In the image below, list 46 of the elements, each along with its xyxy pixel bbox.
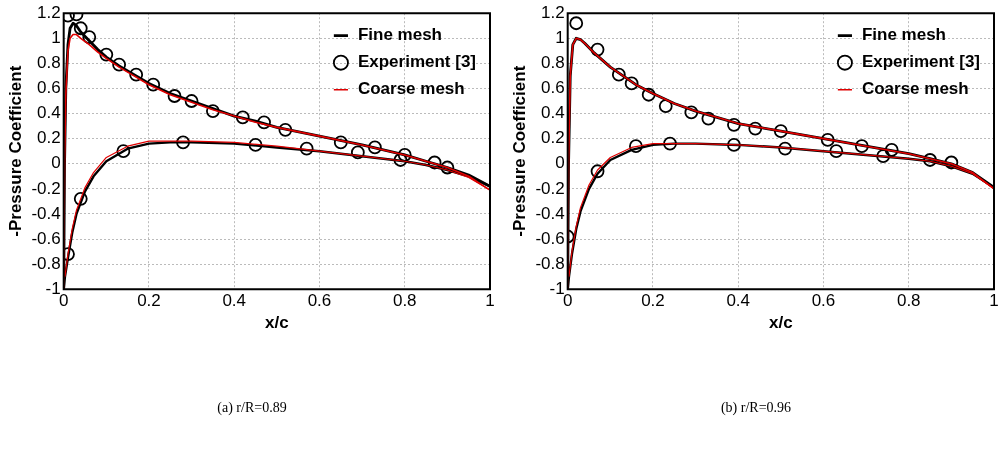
x-tick-label: 0.6 xyxy=(307,291,332,311)
y-tick-label: -1 xyxy=(45,278,61,298)
y-axis-title: -Pressure Coefficient xyxy=(509,65,529,237)
y-tick-label: 0.2 xyxy=(37,128,61,148)
x-tick-label: 0.4 xyxy=(222,291,247,311)
y-tick-label: 0.8 xyxy=(541,53,565,73)
y-tick-label: 1 xyxy=(51,27,61,47)
y-tick-label: 1.2 xyxy=(541,2,565,22)
legend-label: Fine mesh xyxy=(861,25,947,45)
x-tick-label: 0.8 xyxy=(896,291,921,311)
legend-label: Fine mesh xyxy=(357,25,443,45)
text: (b) r/R=0.96 xyxy=(719,400,793,416)
x-axis-title: x/c xyxy=(265,313,289,333)
y-tick-label: -0.2 xyxy=(535,178,565,198)
y-tick-label: -0.2 xyxy=(31,178,61,198)
y-tick-label: -0.8 xyxy=(535,253,565,273)
y-tick-label: 0.6 xyxy=(37,78,61,98)
legend-label: Experiment [3] xyxy=(861,52,981,72)
y-tick-label: -0.6 xyxy=(535,228,565,248)
x-tick-label: 0.6 xyxy=(811,291,836,311)
y-tick-label: -0.4 xyxy=(31,203,61,223)
x-axis-title: x/c xyxy=(769,313,793,333)
y-tick-label: -0.6 xyxy=(31,228,61,248)
legend-label: Experiment [3] xyxy=(357,52,477,72)
legend-label: Coarse mesh xyxy=(357,79,465,99)
y-tick-label: 0 xyxy=(555,153,565,173)
y-axis-title: -Pressure Coefficient xyxy=(5,65,25,237)
y-tick-label: 0 xyxy=(51,153,61,173)
y-tick-label: 1 xyxy=(555,27,565,47)
x-tick-label: 0.4 xyxy=(726,291,751,311)
x-tick-label: 0.2 xyxy=(641,291,665,311)
y-tick-label: -0.4 xyxy=(535,203,565,223)
y-tick-label: 0.2 xyxy=(541,128,565,148)
y-tick-label: 0.4 xyxy=(541,103,565,123)
legend-label: Coarse mesh xyxy=(861,79,969,99)
x-tick-label: 1 xyxy=(485,291,495,311)
x-tick-label: 0.8 xyxy=(392,291,417,311)
y-tick-label: -1 xyxy=(549,278,565,298)
y-tick-label: 0.6 xyxy=(541,78,565,98)
y-tick-label: 1.2 xyxy=(37,2,61,22)
y-tick-label: -0.8 xyxy=(31,253,61,273)
text: (a) r/R=0.89 xyxy=(216,400,288,416)
x-tick-label: 0.2 xyxy=(137,291,161,311)
x-tick-label: 1 xyxy=(989,291,999,311)
y-tick-label: 0.4 xyxy=(37,103,61,123)
y-tick-label: 0.8 xyxy=(37,53,61,73)
